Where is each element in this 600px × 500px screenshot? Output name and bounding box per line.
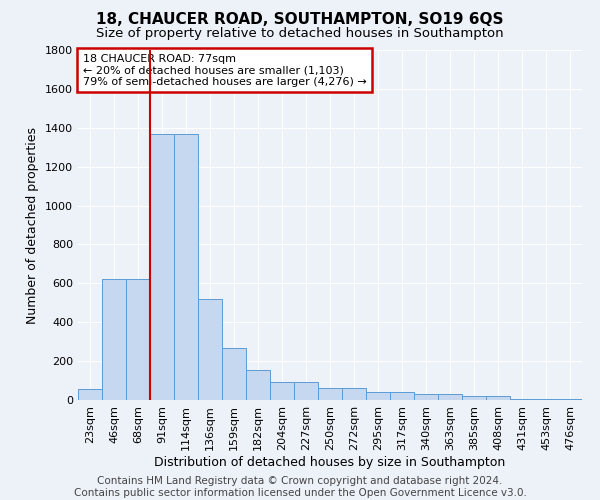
Bar xyxy=(318,388,342,400)
Bar xyxy=(558,399,582,400)
Bar xyxy=(270,382,294,400)
Bar xyxy=(414,394,438,400)
Bar xyxy=(366,392,390,400)
Bar xyxy=(174,134,198,400)
Bar xyxy=(294,382,318,400)
Bar xyxy=(246,370,270,400)
Bar xyxy=(534,399,558,400)
Text: 18 CHAUCER ROAD: 77sqm
← 20% of detached houses are smaller (1,103)
79% of semi-: 18 CHAUCER ROAD: 77sqm ← 20% of detached… xyxy=(83,54,367,86)
Bar xyxy=(438,394,462,400)
Text: Size of property relative to detached houses in Southampton: Size of property relative to detached ho… xyxy=(96,28,504,40)
Bar xyxy=(486,396,510,400)
Text: Contains HM Land Registry data © Crown copyright and database right 2024.
Contai: Contains HM Land Registry data © Crown c… xyxy=(74,476,526,498)
Bar xyxy=(102,280,126,400)
Bar xyxy=(462,396,486,400)
Bar xyxy=(510,399,534,400)
Bar xyxy=(126,280,150,400)
Bar xyxy=(150,134,174,400)
X-axis label: Distribution of detached houses by size in Southampton: Distribution of detached houses by size … xyxy=(154,456,506,468)
Bar xyxy=(342,388,366,400)
Bar xyxy=(222,348,246,400)
Bar xyxy=(78,390,102,400)
Text: 18, CHAUCER ROAD, SOUTHAMPTON, SO19 6QS: 18, CHAUCER ROAD, SOUTHAMPTON, SO19 6QS xyxy=(96,12,504,28)
Y-axis label: Number of detached properties: Number of detached properties xyxy=(26,126,40,324)
Bar xyxy=(390,392,414,400)
Bar xyxy=(198,299,222,400)
